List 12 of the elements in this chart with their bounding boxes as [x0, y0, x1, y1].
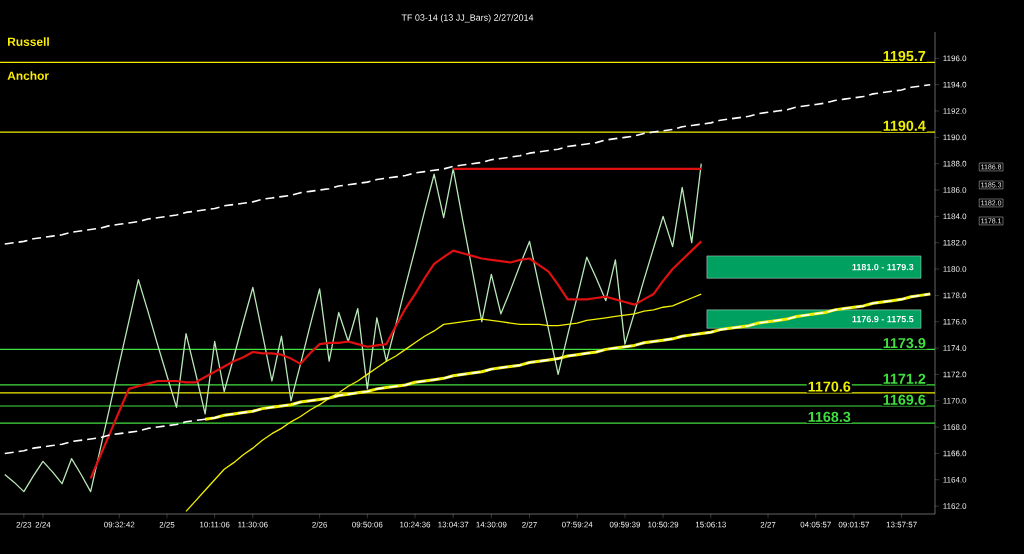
- band-label: 1176.9 - 1175.5: [852, 315, 914, 323]
- chart-title: TF 03-14 (13 JJ_Bars) 2/27/2014: [401, 14, 534, 23]
- ref-line-label: 1190.4: [883, 120, 926, 131]
- annotation: Anchor: [7, 71, 49, 80]
- band-label: 1181.0 - 1179.3: [852, 263, 914, 271]
- annotation: Russell: [7, 37, 49, 46]
- ref-line-label: 1171.2: [883, 373, 926, 384]
- ref-line-label: 1173.9: [883, 338, 926, 349]
- ref-line-label: 1169.6: [883, 394, 926, 405]
- ref-line-label: 1170.6: [808, 381, 851, 392]
- ref-line-label: 1195.7: [883, 50, 926, 62]
- ref-line-label: 1168.3: [808, 411, 851, 422]
